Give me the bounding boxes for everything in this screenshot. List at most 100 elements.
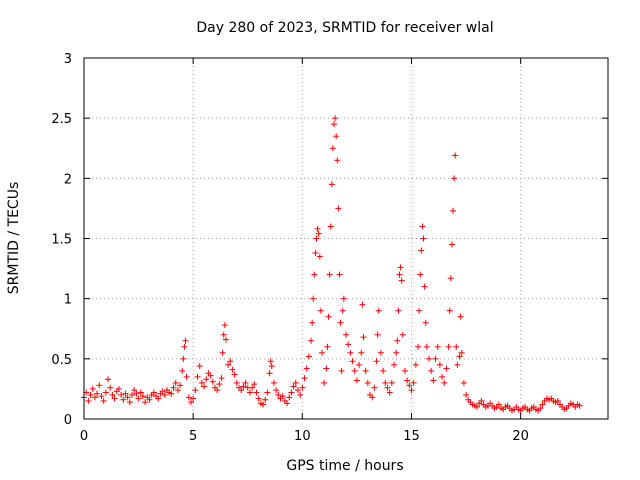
data-point [179,367,186,374]
data-point [406,382,413,389]
data-point [222,336,229,343]
data-point [324,343,331,350]
data-point [336,271,343,278]
data-point [190,395,197,402]
data-point [216,381,223,388]
data-point [135,395,142,402]
data-point [198,379,205,386]
data-point [219,349,226,356]
data-point [267,358,274,365]
data-point [292,379,299,386]
data-point [456,353,463,360]
x-tick-label: 20 [512,429,529,444]
data-point [327,223,334,230]
data-point [294,387,301,394]
x-tick-label: 10 [294,429,311,444]
data-point [421,283,428,290]
data-point [301,375,308,382]
x-tick-label: 0 [80,429,88,444]
data-point [418,247,425,254]
data-point [309,319,316,326]
data-point [333,133,340,140]
data-point [425,355,432,362]
y-tick-label: 1 [64,293,72,308]
data-point [423,343,430,350]
data-point [359,301,366,308]
data-point [415,343,422,350]
data-point [373,358,380,365]
data-point [325,313,332,320]
data-point [382,379,389,386]
data-point [371,384,378,391]
data-point [458,349,465,356]
data-point [495,401,502,408]
data-point [362,367,369,374]
data-point [453,343,460,350]
data-point [297,391,304,398]
data-point [554,397,561,404]
data-point [375,307,382,314]
data-point [279,393,286,400]
data-point [474,403,480,410]
data-point [155,395,162,402]
data-point [126,399,133,406]
data-point [318,349,325,356]
data-point [323,365,330,372]
data-point [286,394,293,401]
data-point [397,264,404,271]
data-point [182,337,189,344]
data-point [142,399,149,406]
y-axis-title: SRMTID / TECUs [6,182,22,295]
data-point [124,394,131,401]
x-axis-title: GPS time / hours [286,458,403,474]
data-point [401,367,408,374]
data-point [315,230,322,237]
data-point [388,379,395,386]
data-point [238,387,245,394]
data-point [170,384,177,391]
data-point [374,331,381,338]
data-point [386,389,393,396]
data-point [396,271,403,278]
data-point [118,391,125,398]
data-point [131,387,138,394]
data-point [98,393,105,400]
data-point [161,391,168,398]
data-point [192,387,199,394]
data-point [87,391,94,398]
data-point [428,367,435,374]
data-point [334,157,341,164]
data-point [349,358,356,365]
data-point [150,389,157,396]
data-point [439,373,446,380]
data-point [183,373,190,380]
data-point [139,393,146,400]
data-point [313,235,320,242]
data-point [416,307,423,314]
data-point [478,397,485,404]
data-point [275,391,282,398]
data-point [253,389,260,396]
data-point [351,367,358,374]
data-point [394,337,401,344]
data-point [214,387,221,394]
x-tick-label: 5 [189,429,197,444]
data-point [310,295,317,302]
data-point [311,271,318,278]
data-point [391,361,398,368]
data-point [364,379,371,386]
data-point [460,379,467,386]
data-point [100,397,107,404]
data-point [393,349,400,356]
data-point [340,295,347,302]
data-point [231,371,238,378]
data-point [358,349,365,356]
data-point [288,389,295,396]
data-point [451,175,458,182]
chart-title: Day 280 of 2023, SRMTID for receiver wla… [196,20,493,36]
data-point [105,376,112,383]
data-point [146,396,153,403]
data-point [463,391,470,398]
data-point [422,319,429,326]
data-point [384,384,391,391]
